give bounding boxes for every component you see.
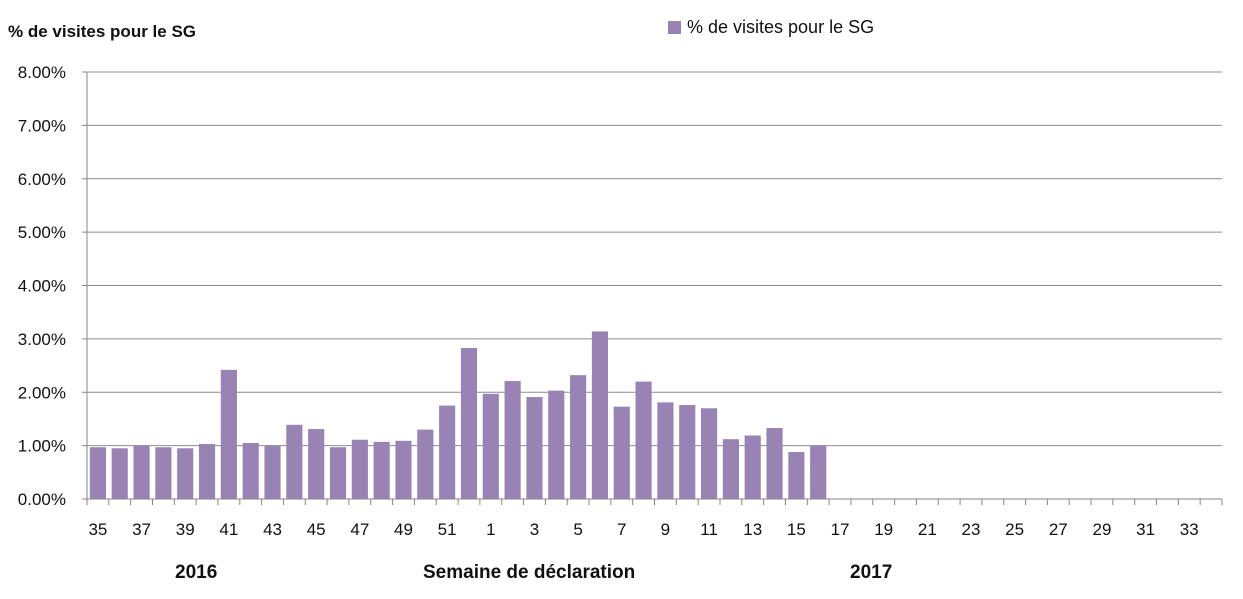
bar	[395, 440, 412, 499]
bar	[417, 429, 434, 499]
bar	[526, 397, 543, 499]
legend-label: % de visites pour le SG	[687, 17, 875, 37]
year-label-2016: 2016	[175, 562, 218, 583]
x-tick-label: 39	[176, 520, 195, 539]
bar	[504, 381, 521, 499]
bar	[460, 347, 478, 499]
bar	[198, 444, 216, 499]
bar	[570, 375, 587, 499]
bar	[439, 405, 456, 499]
x-tick-label: 15	[787, 520, 806, 539]
x-tick-label: 37	[132, 520, 151, 539]
x-tick-label: 23	[962, 520, 981, 539]
y-tick-label: 2.00%	[18, 383, 66, 402]
bar	[177, 448, 194, 499]
bar	[679, 405, 696, 499]
bar	[744, 435, 761, 499]
bar	[700, 408, 718, 499]
bar	[286, 424, 303, 499]
x-tick-label: 25	[1005, 520, 1024, 539]
bar	[591, 331, 609, 499]
x-tick-label: 45	[307, 520, 326, 539]
bar	[657, 402, 674, 499]
x-tick-label: 11	[700, 520, 718, 539]
y-tick-label: 1.00%	[18, 437, 66, 456]
bar	[548, 390, 565, 499]
x-tick-label: 21	[918, 520, 937, 539]
bar	[373, 441, 390, 499]
y-tick-label: 0.00%	[18, 490, 66, 509]
legend: % de visites pour le SG	[668, 17, 874, 38]
bar	[329, 447, 347, 499]
bar	[810, 445, 827, 499]
bar	[89, 447, 106, 499]
x-tick-label: 9	[661, 520, 670, 539]
x-tick-label: 17	[831, 520, 850, 539]
bar	[635, 381, 652, 499]
y-tick-label: 8.00%	[18, 63, 66, 82]
y-tick-label: 3.00%	[18, 330, 66, 349]
x-tick-label: 5	[573, 520, 582, 539]
x-axis-title: Semaine de déclaration	[423, 562, 636, 583]
bar	[613, 406, 630, 499]
bar	[766, 428, 783, 499]
y-tick-label: 7.00%	[18, 116, 66, 135]
x-tick-label: 43	[263, 520, 282, 539]
x-tick-label: 33	[1180, 520, 1199, 539]
bar	[111, 448, 128, 499]
y-tick-label: 5.00%	[18, 223, 66, 242]
bar	[133, 445, 150, 499]
x-tick-label: 31	[1136, 520, 1155, 539]
bar	[351, 439, 368, 499]
y-tick-label: 4.00%	[18, 277, 66, 296]
bar	[722, 439, 739, 499]
y-tick-label: 6.00%	[18, 170, 66, 189]
x-tick-label: 27	[1049, 520, 1068, 539]
x-tick-label: 13	[743, 520, 762, 539]
x-tick-label: 41	[219, 520, 238, 539]
bar	[155, 447, 172, 499]
x-tick-label: 3	[530, 520, 539, 539]
year-label-2017: 2017	[850, 562, 893, 583]
bar	[788, 452, 805, 499]
x-tick-label: 19	[874, 520, 893, 539]
x-tick-label: 7	[617, 520, 626, 539]
x-tick-label: 51	[438, 520, 457, 539]
x-tick-label: 47	[350, 520, 369, 539]
bar	[482, 393, 499, 499]
bar	[308, 429, 325, 499]
y-axis-title: % de visites pour le SG	[8, 22, 197, 41]
legend-swatch	[668, 21, 681, 34]
bar	[220, 369, 237, 499]
x-tick-label: 35	[88, 520, 107, 539]
x-tick-label: 29	[1092, 520, 1111, 539]
x-tick-label: 49	[394, 520, 413, 539]
x-tick-label: 1	[486, 520, 495, 539]
bar	[264, 445, 281, 499]
bar	[242, 442, 259, 499]
